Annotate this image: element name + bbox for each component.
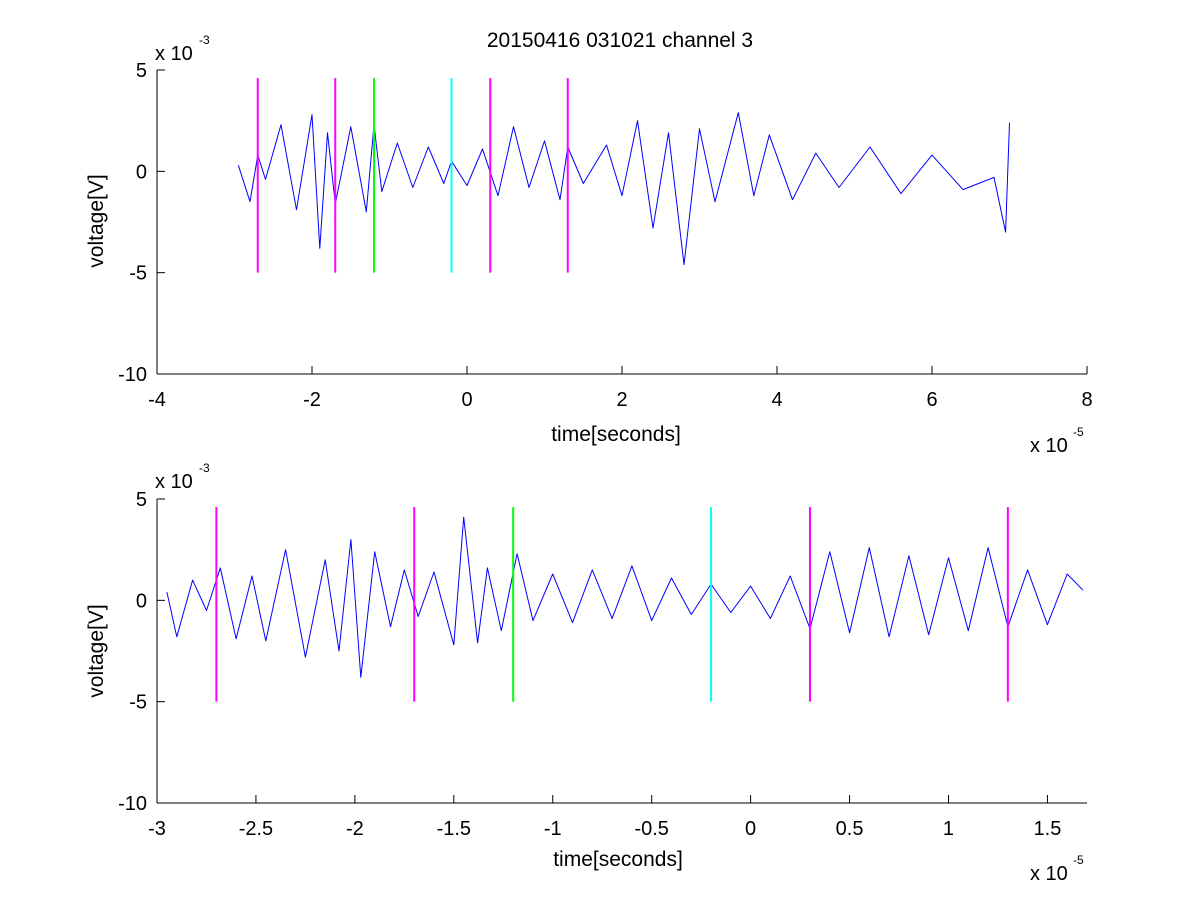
x-tick-label: -3 bbox=[148, 818, 166, 840]
x-tick-label: 1 bbox=[943, 818, 954, 840]
x-tick-label: 0 bbox=[745, 818, 756, 840]
y-multiplier: x 10 bbox=[155, 471, 193, 493]
y-axis-label: voltage[V] bbox=[85, 604, 108, 697]
x-exponent-label: x 10 -5 bbox=[1030, 853, 1084, 885]
y-tick-label: -5 bbox=[129, 263, 147, 285]
x-tick-label: 4 bbox=[771, 389, 782, 411]
y-exponent-label: x 10 -3 bbox=[155, 461, 210, 493]
axes-top: 20150416 031021 channel 3 x 10 -3 x 10 -… bbox=[85, 29, 1093, 457]
x-tick-label: 2 bbox=[616, 389, 627, 411]
x-multiplier: x 10 bbox=[1030, 435, 1068, 457]
axes-bottom: x 10 -3 x 10 -5 time[seconds] voltage[V]… bbox=[85, 461, 1087, 885]
x-tick-label: -1.5 bbox=[437, 818, 471, 840]
x-exponent: -5 bbox=[1073, 425, 1084, 439]
x-axis-label: time[seconds] bbox=[553, 848, 683, 871]
y-tick-label: -10 bbox=[118, 793, 147, 815]
x-tick-label: -4 bbox=[148, 389, 166, 411]
chart-title: 20150416 031021 channel 3 bbox=[487, 29, 753, 52]
x-axis-label: time[seconds] bbox=[551, 423, 681, 446]
y-tick-label: -10 bbox=[118, 364, 147, 386]
x-tick-label: 1.5 bbox=[1034, 818, 1062, 840]
x-tick-label: -1 bbox=[544, 818, 562, 840]
x-tick-label: 6 bbox=[926, 389, 937, 411]
signal-line bbox=[237, 112, 1010, 266]
signal-line bbox=[166, 516, 1084, 678]
y-tick-label: -5 bbox=[129, 692, 147, 714]
y-exponent: -3 bbox=[199, 33, 210, 47]
x-tick-label: 0.5 bbox=[836, 818, 864, 840]
x-exponent: -5 bbox=[1073, 853, 1084, 867]
x-tick-label: 0 bbox=[461, 389, 472, 411]
plot-area: -4 -2 0 2 4 6 8 -10 -5 0 5 bbox=[118, 60, 1092, 411]
x-tick-label: -2 bbox=[303, 389, 321, 411]
x-tick-label: 8 bbox=[1081, 389, 1092, 411]
x-tick-label: -2.5 bbox=[239, 818, 273, 840]
x-tick-label: -0.5 bbox=[634, 818, 668, 840]
x-exponent-label: x 10 -5 bbox=[1030, 425, 1084, 457]
y-multiplier: x 10 bbox=[155, 43, 193, 65]
y-tick-label: 0 bbox=[136, 161, 147, 183]
plot-area: -3 -2.5 -2 -1.5 -1 -0.5 0 0.5 1 1.5 -10 -5 0 5 bbox=[118, 489, 1087, 840]
y-exponent-label: x 10 -3 bbox=[155, 33, 210, 65]
y-tick-label: 5 bbox=[136, 489, 147, 511]
y-tick-label: 5 bbox=[136, 60, 147, 82]
x-tick-label: -2 bbox=[346, 818, 364, 840]
y-tick-label: 0 bbox=[136, 590, 147, 612]
y-exponent: -3 bbox=[199, 461, 210, 475]
y-axis-label: voltage[V] bbox=[85, 174, 108, 267]
x-multiplier: x 10 bbox=[1030, 863, 1068, 885]
